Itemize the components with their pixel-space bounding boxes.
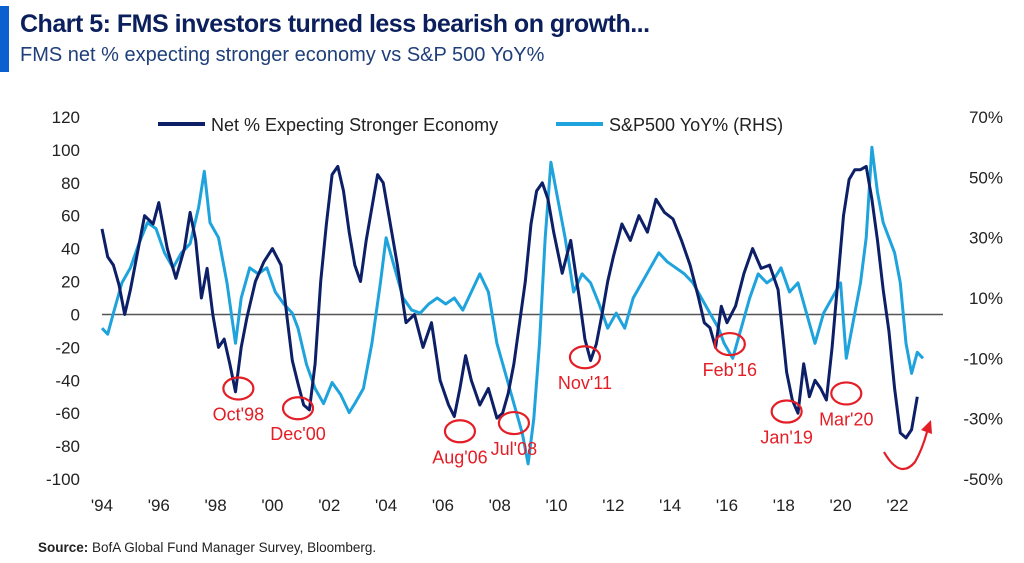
right-axis-ticks: 70% 50% 30% 10% -10% -30% -50% [963,108,1003,489]
annotation-circle [497,410,531,436]
x-tick-label: '14 [659,496,681,515]
chart-title: Chart 5: FMS investors turned less beari… [20,10,650,38]
annotation-circle [568,345,602,370]
annotation-label: Jul'08 [491,439,537,459]
annotation-layer: Oct'98 Dec'00 Aug'06 Jul'08 Nov'11 Feb'16 Jan'… [213,331,874,467]
x-tick-label: '08 [489,496,511,515]
left-tick-label: 120 [52,108,80,127]
left-tick-label: 40 [61,240,80,259]
x-tick-label: '94 [91,496,113,515]
annotation-circle [443,419,477,444]
x-tick-label: '10 [545,496,567,515]
x-tick-label: '02 [318,496,340,515]
annotation-label: Oct'98 [213,405,264,425]
left-tick-label: 60 [61,207,80,226]
x-tick-label: '00 [261,496,283,515]
legend-label-spx: S&P500 YoY% (RHS) [609,115,783,135]
left-tick-label: 100 [52,141,80,160]
recovery-arrow [883,420,932,471]
right-tick-label: 30% [969,229,1003,248]
annotation-label: Mar'20 [819,409,873,429]
left-tick-label: -100 [46,470,80,489]
x-tick-label: '12 [602,496,624,515]
right-tick-label: 50% [969,168,1003,187]
left-tick-label: 20 [61,273,80,292]
x-tick-label: '22 [886,496,908,515]
annotation-label: Aug'06 [432,447,488,467]
right-tick-label: -30% [963,410,1003,429]
annotation-circle [830,381,863,406]
x-tick-label: '18 [773,496,795,515]
left-tick-label: -60 [55,404,80,423]
x-tick-label: '98 [205,496,227,515]
series-layer [100,145,925,466]
annotation-circle [713,331,746,357]
annotation-circle [770,399,803,424]
right-tick-label: 10% [969,289,1003,308]
series-line-net [100,164,919,440]
right-tick-label: 70% [969,108,1003,127]
x-tick-label: '06 [432,496,454,515]
annotation-label: Dec'00 [270,424,325,444]
left-tick-label: -40 [55,371,80,390]
left-tick-label: -20 [55,338,80,357]
annotation-label: Nov'11 [558,373,612,393]
recovery-arrow-head [921,420,932,434]
left-tick-label: 80 [61,174,80,193]
left-axis-ticks: 120 100 80 60 40 20 0 -20 -40 -60 -80 -100 [46,108,80,489]
annotation-circle [281,396,315,421]
legend-label-net: Net % Expecting Stronger Economy [211,115,498,135]
x-axis-ticks: '94 '96 '98 '00 '02 '04 '06 '08 '10 '12 '14 '16 '18 '… [91,496,909,515]
annotation-label: Feb'16 [703,360,757,380]
x-tick-label: '04 [375,496,397,515]
legend: Net % Expecting Stronger Economy S&P500 … [158,115,783,135]
recovery-arrow-curve [883,431,929,471]
annotation-circle [222,376,255,401]
source-label: Source: [38,540,89,555]
left-tick-label: 0 [71,305,80,324]
source-note: Source: BofA Global Fund Manager Survey,… [38,540,376,555]
x-tick-label: '16 [716,496,738,515]
right-tick-label: -10% [963,349,1003,368]
right-tick-label: -50% [963,470,1003,489]
chart-subtitle: FMS net % expecting stronger economy vs … [20,44,545,66]
x-tick-label: '20 [830,496,852,515]
series-line-spx [100,145,925,466]
x-tick-label: '96 [148,496,170,515]
accent-bar [0,6,9,72]
annotation-label: Jan'19 [760,428,812,448]
left-tick-label: -80 [55,437,80,456]
source-text: BofA Global Fund Manager Survey, Bloombe… [92,540,377,555]
